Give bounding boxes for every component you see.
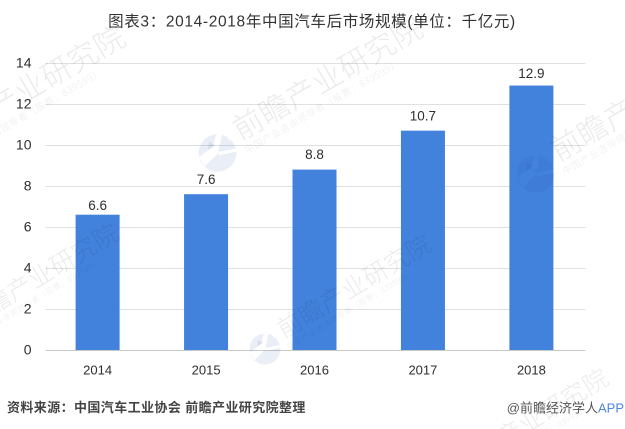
svg-text:0: 0 [24,342,32,358]
svg-text:2014: 2014 [83,363,112,378]
svg-text:2016: 2016 [300,363,329,378]
svg-text:2017: 2017 [408,363,437,378]
svg-text:资料来源：中国汽车工业协会 前瞻产业研究院整理: 资料来源：中国汽车工业协会 前瞻产业研究院整理 [7,400,306,415]
svg-text:10: 10 [16,137,32,153]
svg-text:8.8: 8.8 [305,147,324,162]
svg-text:6: 6 [24,219,32,235]
svg-text:2015: 2015 [192,363,221,378]
svg-text:图表3：2014-2018年中国汽车后市场规模(单位：千亿元: 图表3：2014-2018年中国汽车后市场规模(单位：千亿元) [108,13,516,31]
svg-text:10.7: 10.7 [410,108,436,123]
svg-text:2018: 2018 [517,363,546,378]
svg-text:7.6: 7.6 [197,172,216,187]
svg-text:12.9: 12.9 [518,66,544,81]
svg-text:6.6: 6.6 [88,198,107,213]
svg-text:8: 8 [24,178,32,194]
